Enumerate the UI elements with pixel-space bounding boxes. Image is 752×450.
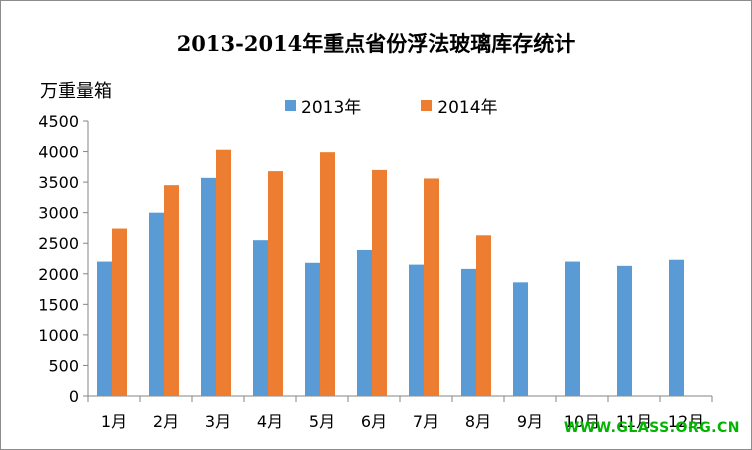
bar-2013年-10月	[565, 261, 580, 396]
x-tick-label: 7月	[413, 412, 439, 431]
bar-2013年-5月	[305, 262, 320, 396]
bar-2014年-3月	[216, 149, 231, 396]
y-tick-label: 0	[69, 387, 79, 406]
bar-2013年-8月	[461, 268, 476, 396]
x-tick-label: 11月	[616, 412, 652, 431]
x-tick-label: 6月	[361, 412, 387, 431]
bar-2013年-11月	[617, 265, 632, 396]
bar-2013年-12月	[669, 259, 684, 396]
legend-item-2013: 2013年	[285, 93, 361, 118]
bar-2014年-8月	[476, 235, 491, 396]
x-tick-label: 12月	[668, 412, 704, 431]
legend-item-2014: 2014年	[421, 93, 498, 118]
y-tick-label: 3500	[38, 173, 79, 192]
x-tick-label: 9月	[517, 412, 543, 431]
bar-2013年-1月	[97, 261, 112, 396]
y-tick-label: 3000	[38, 204, 79, 223]
y-tick-label: 4000	[38, 143, 79, 162]
bar-2014年-7月	[424, 178, 439, 396]
y-tick-label: 2500	[38, 234, 79, 253]
x-tick-label: 5月	[309, 412, 335, 431]
x-tick-label: 4月	[257, 412, 283, 431]
y-tick-label: 1000	[38, 326, 79, 345]
y-tick-label: 2000	[38, 265, 79, 284]
watermark: WWW.GLASS.ORG.CN	[563, 420, 740, 436]
bar-2014年-2月	[164, 185, 179, 396]
bar-2013年-7月	[409, 264, 424, 396]
y-tick-label: 1500	[38, 295, 79, 314]
y-axis-label: 万重量箱	[40, 81, 112, 102]
bar-2013年-9月	[513, 282, 528, 396]
legend-label-2013: 2013年	[301, 98, 362, 118]
bar-2013年-6月	[357, 249, 372, 396]
bar-2014年-6月	[372, 169, 387, 396]
legend-label-2014: 2014年	[437, 98, 498, 118]
chart-title: 2013-2014年重点省份浮法玻璃库存统计	[176, 31, 576, 56]
legend: 2013年 2014年	[285, 93, 498, 118]
x-tick-label: 3月	[205, 412, 231, 431]
y-tick-label: 4500	[38, 112, 79, 131]
x-tick-label: 2月	[153, 412, 179, 431]
legend-swatch-2014	[421, 100, 433, 111]
legend-swatch-2013	[285, 100, 296, 111]
bar-2013年-4月	[253, 240, 268, 396]
bar-2013年-2月	[149, 212, 164, 396]
x-tick-label: 8月	[465, 412, 491, 431]
bar-2014年-5月	[320, 152, 335, 396]
bar-2014年-1月	[112, 228, 127, 396]
y-tick-label: 500	[48, 356, 79, 375]
bar-2013年-3月	[201, 177, 216, 396]
bar-2014年-4月	[268, 171, 283, 396]
x-tick-label: 1月	[101, 412, 127, 431]
x-tick-label: 10月	[564, 412, 600, 431]
